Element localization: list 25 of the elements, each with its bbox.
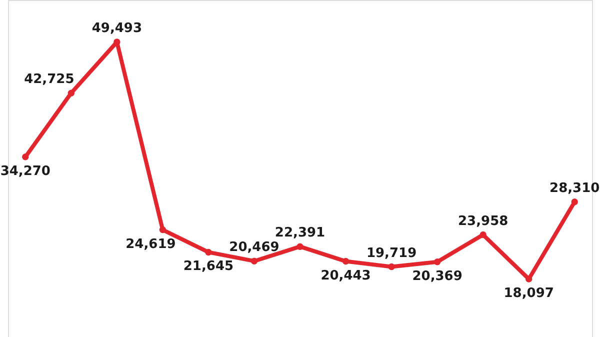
data-label: 42,725 bbox=[24, 72, 74, 88]
point bbox=[342, 258, 350, 265]
data-label: 21,645 bbox=[183, 259, 234, 274]
data-label: 49,493 bbox=[92, 21, 142, 36]
data-label: 20,469 bbox=[229, 240, 280, 256]
data-label: 19,719 bbox=[366, 246, 417, 261]
point bbox=[525, 276, 532, 282]
point bbox=[388, 263, 395, 270]
data-label: 18,097 bbox=[504, 286, 554, 301]
point bbox=[480, 231, 486, 238]
point bbox=[571, 198, 578, 206]
point bbox=[68, 90, 75, 96]
data-label: 23,958 bbox=[458, 214, 508, 229]
data-label: 22,391 bbox=[274, 226, 326, 241]
point bbox=[22, 154, 29, 160]
point bbox=[205, 248, 212, 256]
point bbox=[434, 258, 441, 266]
point bbox=[250, 258, 258, 264]
point bbox=[159, 226, 166, 234]
data-label: 34,270 bbox=[0, 164, 50, 179]
data-label: 20,443 bbox=[320, 268, 371, 284]
point bbox=[296, 243, 304, 250]
data-label: 20,369 bbox=[412, 268, 462, 284]
data-label: 28,310 bbox=[550, 180, 600, 196]
data-label: 24,619 bbox=[126, 236, 176, 252]
